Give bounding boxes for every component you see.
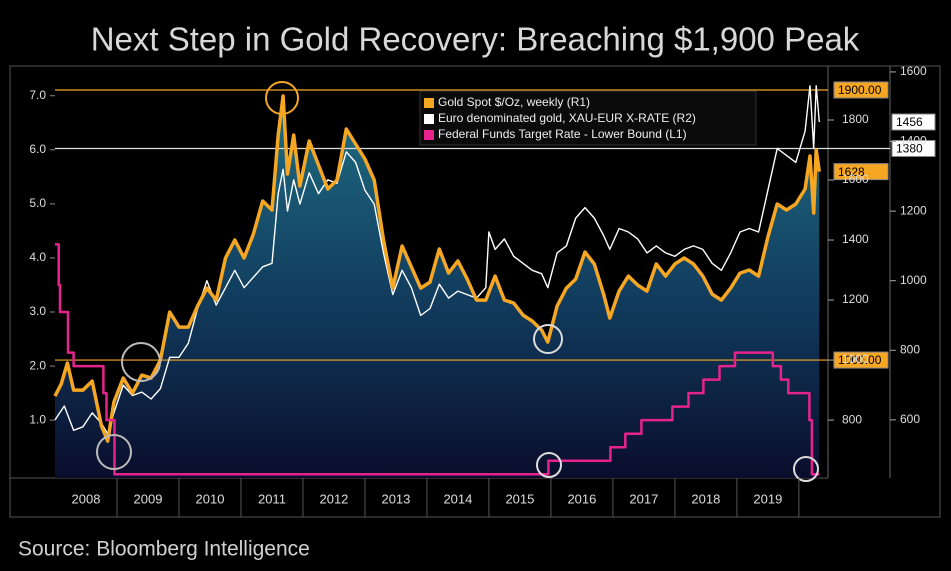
y-tick-label: 5.0 <box>29 196 46 210</box>
reference-label: 1380 <box>896 142 923 156</box>
legend-label: Euro denominated gold, XAU-EUR X-RATE (R… <box>438 111 696 125</box>
x-tick-label: 2011 <box>258 491 286 506</box>
x-tick-label: 2013 <box>381 491 410 506</box>
reference-label-box <box>891 139 936 157</box>
annotation-circle <box>121 342 161 382</box>
x-tick-label: 2015 <box>505 491 534 506</box>
series-line <box>55 243 820 476</box>
y-tick-label: 4.0 <box>29 250 46 264</box>
y3-tick-label: 600 <box>900 412 920 426</box>
y3-tick-label: 1000 <box>900 273 927 287</box>
y2-tick-label: 1200 <box>842 292 869 306</box>
source: Source: Bloomberg Intelligence <box>18 538 310 561</box>
reference-label-box <box>833 81 889 99</box>
legend-label: Gold Spot $/Oz, weekly (R1) <box>438 95 590 109</box>
x-tick-label: 2014 <box>443 491 472 506</box>
annotation-circle <box>533 324 563 354</box>
x-tick-label: 2009 <box>134 491 163 506</box>
y-tick-label: 2.0 <box>29 358 46 372</box>
y-tick-label: 3.0 <box>29 304 46 318</box>
y3-tick-label: 1600 <box>900 64 927 78</box>
reference-label: 1900.00 <box>838 83 882 97</box>
y2-tick-label: 1600 <box>842 172 869 186</box>
chart-title: Next Step in Gold Recovery: Breaching $1… <box>91 21 860 58</box>
y3-tick-label: 800 <box>900 342 920 356</box>
last-value-label: 1456 <box>896 115 923 129</box>
y-tick-label: 1.0 <box>29 412 46 426</box>
plot-frame <box>9 65 941 518</box>
x-tick-label: 2008 <box>72 491 101 506</box>
last-value-box <box>833 163 889 181</box>
legend-swatch <box>424 98 434 108</box>
y2-tick-label: 1800 <box>842 112 869 126</box>
y2-tick-label: 1000 <box>842 352 869 366</box>
x-tick-label: 2017 <box>629 491 658 506</box>
last-value-box <box>891 113 936 131</box>
x-tick-label: 2016 <box>567 491 596 506</box>
y-tick-label: 6.0 <box>29 142 46 156</box>
legend-box <box>419 90 757 146</box>
y2-tick-label: 1400 <box>842 232 869 246</box>
last-value-label: 1628 <box>838 165 865 179</box>
y3-tick-label: 1400 <box>900 134 927 148</box>
reference-label: 1000.00 <box>838 353 882 367</box>
annotation-circle <box>793 456 819 482</box>
annotation-circle <box>536 452 562 478</box>
annotations <box>96 81 819 482</box>
x-tick-label: 2019 <box>753 491 782 506</box>
x-tick-label: 2012 <box>319 491 348 506</box>
legend-swatch <box>424 130 434 140</box>
series-line <box>53 94 822 443</box>
y-tick-label: 7.0 <box>29 88 46 102</box>
x-tick-label: 2010 <box>196 491 225 506</box>
legend-swatch <box>424 114 434 124</box>
y2-tick-label: 800 <box>842 412 862 426</box>
series-line <box>54 85 820 435</box>
annotation-circle <box>96 434 132 470</box>
legend-label: Federal Funds Target Rate - Lower Bound … <box>438 127 687 141</box>
annotation-circle <box>265 81 299 115</box>
series-area <box>55 96 820 478</box>
y3-tick-label: 1200 <box>900 203 927 217</box>
x-tick-label: 2018 <box>691 491 720 506</box>
